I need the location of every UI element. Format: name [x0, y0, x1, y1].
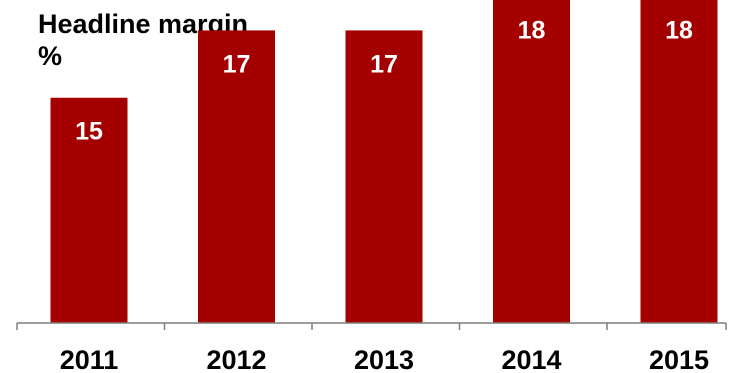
bar-2014 — [493, 0, 570, 323]
x-tick-label-2011: 2011 — [60, 345, 119, 373]
data-label-2015: 18 — [665, 17, 693, 45]
bar-2013 — [345, 30, 423, 323]
x-tick-labels: 2011 2012 2013 2014 2015 — [60, 345, 709, 373]
bar-2015 — [640, 0, 718, 323]
x-tick-label-2014: 2014 — [501, 345, 561, 373]
data-labels-layer: 15 17 17 18 18 — [75, 17, 693, 146]
x-tick-label-2013: 2013 — [354, 345, 414, 373]
x-tick-label-2012: 2012 — [206, 345, 266, 373]
chart-unit-label: % — [38, 41, 63, 71]
data-label-2013: 17 — [370, 50, 398, 78]
bar-2012 — [198, 30, 275, 323]
x-axis — [16, 322, 727, 330]
bars-layer — [50, 0, 718, 323]
data-label-2011: 15 — [75, 118, 103, 146]
data-label-2012: 17 — [223, 50, 251, 78]
bar-2011 — [50, 97, 128, 323]
x-tick-label-2015: 2015 — [649, 345, 709, 373]
data-label-2014: 18 — [518, 17, 546, 45]
